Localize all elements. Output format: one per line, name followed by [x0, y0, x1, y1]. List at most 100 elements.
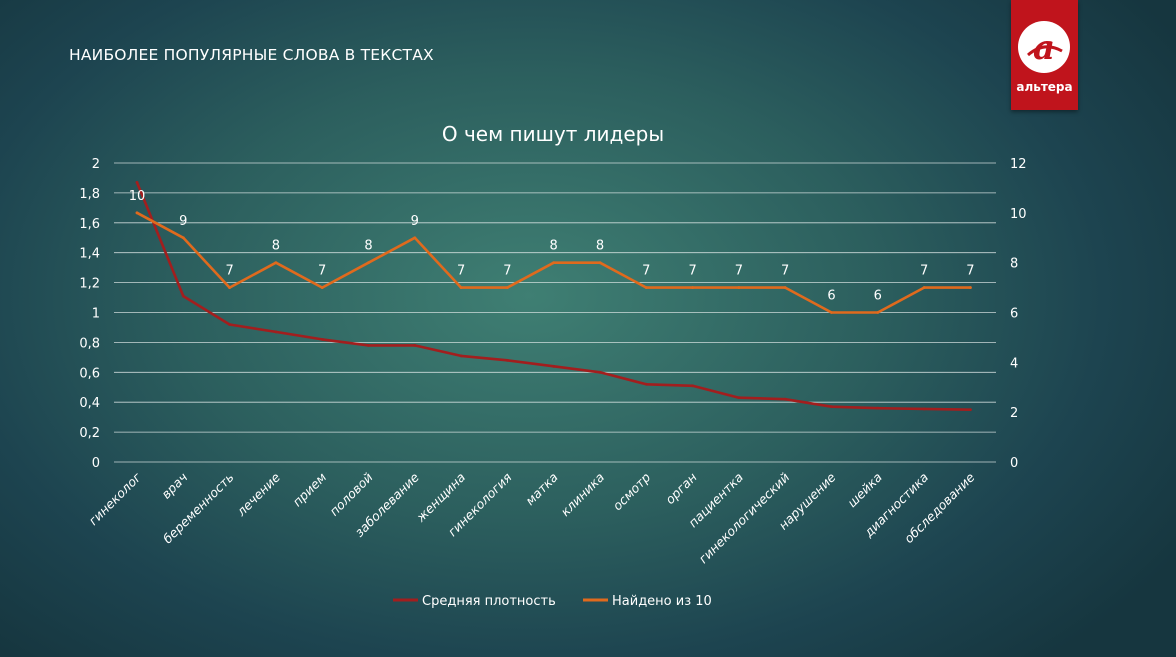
data-label: 7	[225, 264, 233, 279]
data-point	[228, 323, 232, 326]
y-left-tick-label: 1,8	[79, 187, 100, 202]
data-point	[228, 286, 232, 289]
data-point	[922, 286, 926, 289]
y-left-tick-label: 0,6	[79, 366, 100, 381]
data-point	[598, 370, 602, 374]
data-label: 9	[179, 214, 187, 229]
y-left-tick-label: 1,4	[79, 247, 100, 262]
x-category-label: гинекологический	[696, 470, 793, 567]
data-point	[783, 286, 787, 289]
y-axis-left: 0 0,2 0,4 0,6 0,8 1 1,2 1,4 1,6 1,8 2	[79, 157, 100, 471]
y-axis-right: 0 2 4 6 8 10 12	[1010, 157, 1027, 471]
data-point	[552, 364, 556, 368]
data-point	[969, 286, 972, 289]
data-point	[413, 343, 417, 347]
data-point	[691, 286, 694, 289]
data-point	[274, 261, 278, 265]
data-point	[783, 397, 787, 401]
y-right-tick-label: 8	[1010, 257, 1018, 272]
data-point	[459, 354, 463, 358]
y-left-tick-label: 0,4	[79, 396, 100, 411]
data-point	[830, 405, 833, 409]
data-point	[274, 330, 278, 334]
data-point	[320, 286, 324, 289]
y-left-tick-label: 2	[92, 157, 100, 172]
data-point	[922, 407, 926, 411]
x-category-label: осмотр	[610, 469, 654, 513]
y-left-tick-label: 0,2	[79, 426, 100, 441]
y-right-tick-label: 10	[1010, 207, 1027, 222]
data-label: 8	[364, 239, 372, 254]
x-category-label: прием	[289, 470, 329, 510]
slide-title: НАИБОЛЕЕ ПОПУЛЯРНЫЕ СЛОВА В ТЕКСТАХ	[69, 46, 434, 64]
series-line-density	[135, 181, 972, 412]
chart-title: О чем пишут лидеры	[442, 122, 664, 146]
x-category-label: шейка	[844, 470, 885, 511]
logo-text: альтера	[1016, 80, 1073, 94]
data-point	[459, 286, 463, 289]
data-label: 8	[550, 239, 558, 254]
data-label: 7	[966, 264, 974, 279]
data-label: 7	[781, 264, 789, 279]
data-label: 10	[129, 189, 146, 204]
y-left-tick-label: 0,8	[79, 336, 100, 351]
y-right-tick-label: 0	[1010, 456, 1018, 471]
data-point	[876, 406, 880, 410]
x-category-label: орган	[662, 470, 699, 507]
data-label: 7	[920, 264, 928, 279]
data-point	[181, 294, 185, 298]
x-category-label: лечение	[233, 469, 283, 519]
altera-logo[interactable]: а альтера	[1011, 0, 1078, 110]
data-label: 7	[457, 264, 465, 279]
x-category-label: гинеколог	[85, 469, 144, 528]
data-label: 7	[688, 264, 696, 279]
data-point	[552, 261, 556, 265]
data-label: 6	[827, 289, 835, 304]
data-point	[413, 236, 417, 240]
data-point	[830, 311, 833, 314]
data-point	[181, 236, 185, 240]
data-point	[506, 286, 509, 289]
y-left-tick-label: 1	[92, 307, 100, 322]
data-point	[135, 181, 139, 184]
y-right-tick-label: 2	[1010, 406, 1018, 421]
data-label: 7	[642, 264, 650, 279]
data-label: 7	[503, 264, 511, 279]
x-category-label: матка	[522, 470, 561, 509]
legend-label-density: Средняя плотность	[422, 594, 556, 609]
data-label: 6	[874, 289, 882, 304]
y-right-tick-label: 6	[1010, 307, 1018, 322]
data-point	[737, 286, 741, 289]
y-right-tick-label: 4	[1010, 356, 1018, 371]
data-point	[644, 382, 648, 386]
data-point	[506, 358, 509, 362]
y-left-tick-label: 1,6	[79, 217, 100, 232]
logo-mark-icon: а	[1018, 21, 1070, 73]
data-point	[135, 211, 139, 215]
data-point	[367, 343, 370, 347]
data-point	[598, 261, 602, 265]
data-point	[644, 286, 648, 289]
legend-label-found: Найдено из 10	[612, 594, 712, 609]
x-category-label: врач	[158, 470, 190, 502]
y-left-tick-label: 1,2	[79, 277, 100, 292]
chart-series	[135, 181, 972, 412]
data-point	[737, 396, 741, 400]
data-point	[969, 408, 972, 412]
data-label: 9	[411, 214, 419, 229]
data-label: 8	[596, 239, 604, 254]
data-label: 7	[318, 264, 326, 279]
y-right-tick-label: 12	[1010, 157, 1027, 172]
data-labels: 10 9 7 8 7 8 9 7 7 8 8 7 7 7 7 6 6 7 7	[129, 189, 975, 304]
data-label: 8	[272, 239, 280, 254]
data-point	[876, 311, 880, 314]
y-left-tick-label: 0	[92, 456, 100, 471]
data-label: 7	[735, 264, 743, 279]
chart-gridlines	[114, 162, 996, 463]
chart-legend[interactable]: Средняя плотность Найдено из 10	[393, 594, 712, 609]
data-point	[367, 261, 370, 265]
data-point	[691, 384, 694, 388]
x-category-label: клиника	[558, 470, 608, 520]
